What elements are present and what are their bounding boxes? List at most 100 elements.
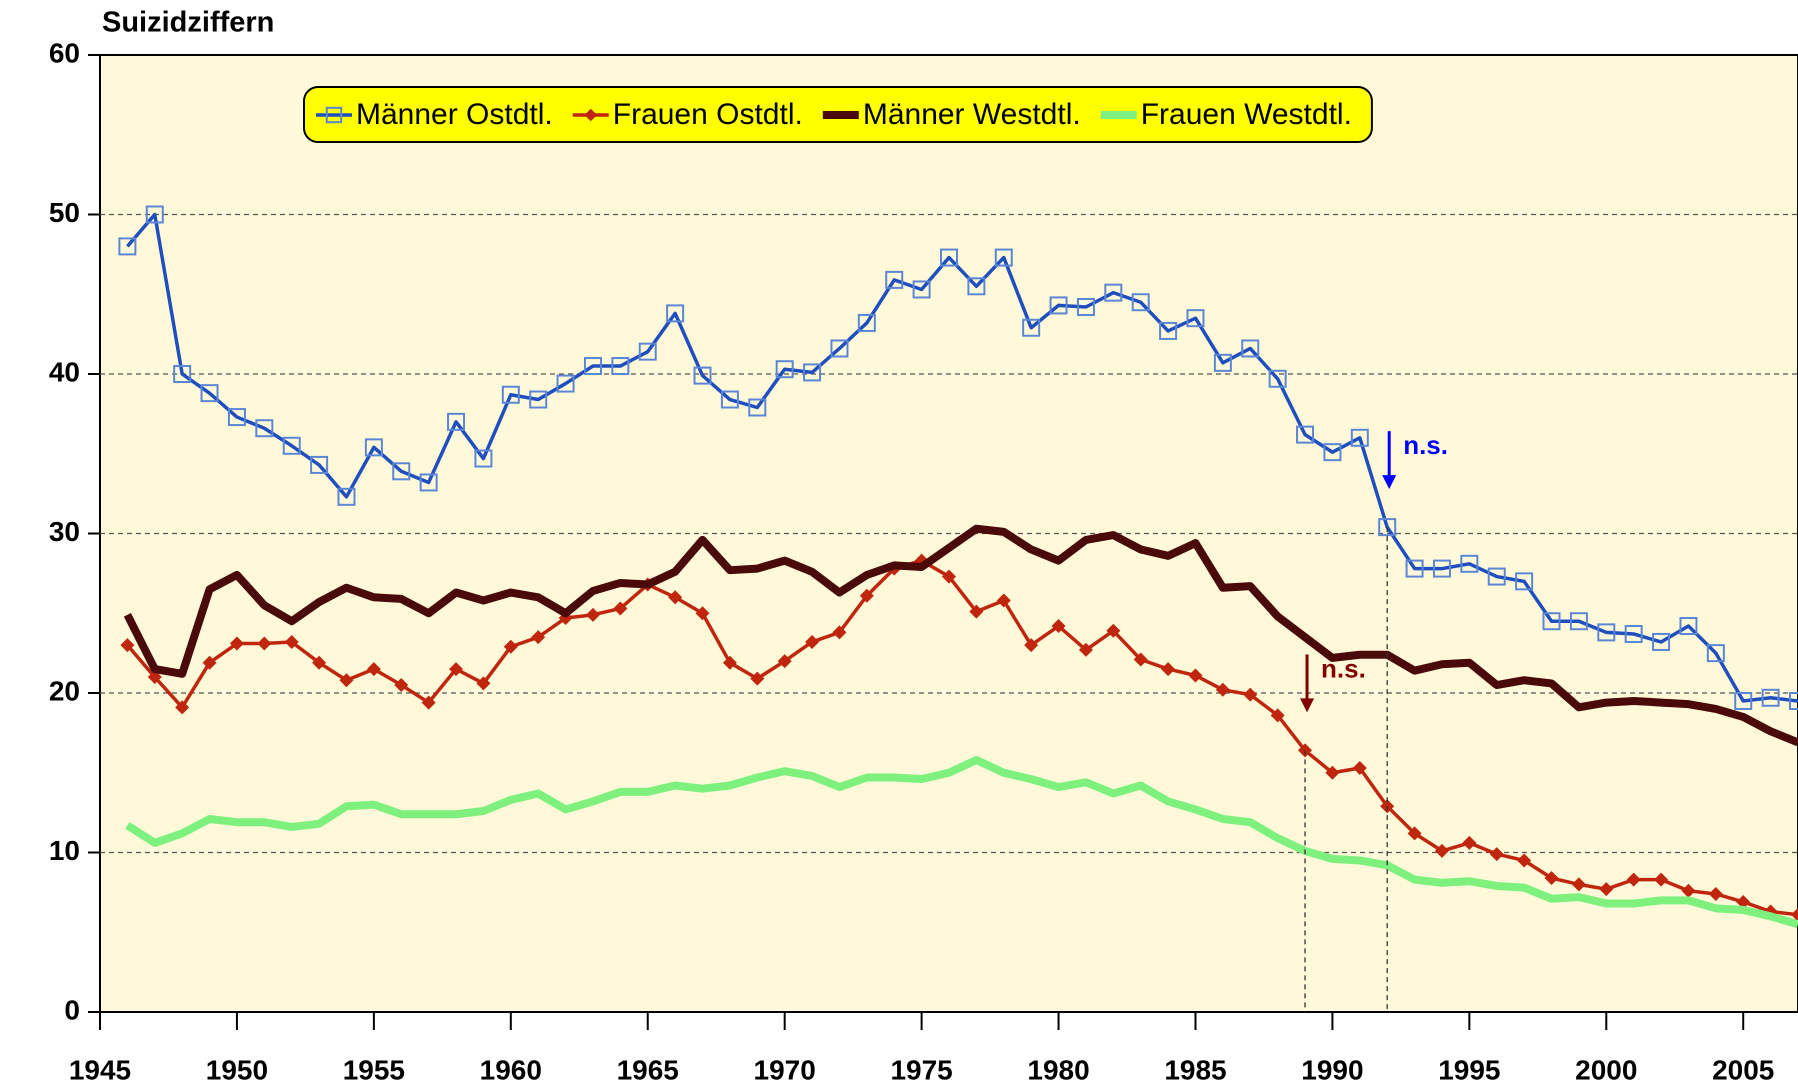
marker xyxy=(1241,339,1260,358)
marker xyxy=(940,248,958,267)
marker xyxy=(1215,682,1230,697)
annotation-label: n.s. xyxy=(1403,430,1448,460)
marker xyxy=(1243,687,1258,702)
legend-label: Frauen Westdtl. xyxy=(1141,98,1352,131)
marker xyxy=(722,655,737,670)
marker xyxy=(775,360,794,379)
marker xyxy=(1022,318,1041,337)
marker xyxy=(693,366,712,385)
marker xyxy=(1736,894,1751,909)
marker xyxy=(200,384,219,403)
marker xyxy=(394,678,409,693)
marker xyxy=(339,673,354,688)
marker xyxy=(1104,283,1123,302)
marker xyxy=(1462,835,1477,850)
marker xyxy=(830,339,849,358)
marker xyxy=(805,634,820,649)
x-tick-label: 1970 xyxy=(754,1054,816,1085)
marker xyxy=(1761,688,1780,707)
marker xyxy=(1188,668,1203,683)
marker xyxy=(364,438,383,457)
x-tick-label: 1990 xyxy=(1301,1054,1363,1085)
series-line xyxy=(125,755,1798,929)
marker xyxy=(1378,518,1397,537)
marker xyxy=(1405,559,1424,578)
grid xyxy=(100,213,1798,854)
marker xyxy=(229,636,244,651)
marker xyxy=(720,390,739,409)
marker xyxy=(942,569,956,584)
x-tick-label: 1975 xyxy=(890,1054,952,1085)
marker xyxy=(611,357,630,376)
marker xyxy=(257,636,272,651)
marker xyxy=(421,695,436,710)
marker xyxy=(1515,572,1534,591)
annotation-arrowhead xyxy=(1382,475,1397,490)
marker xyxy=(145,205,164,224)
marker xyxy=(857,313,876,332)
marker xyxy=(1599,882,1614,897)
marker xyxy=(392,462,411,481)
marker xyxy=(1432,559,1451,578)
marker xyxy=(255,419,274,438)
marker xyxy=(1323,443,1342,462)
marker xyxy=(1186,309,1205,328)
marker xyxy=(996,593,1011,608)
y-tick-label: 20 xyxy=(49,675,80,706)
marker xyxy=(282,436,301,455)
marker xyxy=(1051,619,1066,634)
marker xyxy=(1133,652,1148,667)
marker xyxy=(1652,632,1671,651)
marker xyxy=(310,455,329,474)
marker xyxy=(175,700,190,715)
marker xyxy=(832,625,847,640)
marker xyxy=(1434,843,1449,858)
legend-label: Frauen Ostdtl. xyxy=(613,98,803,131)
marker xyxy=(366,662,381,677)
annotation-layer: n.s. n.s. xyxy=(1300,430,1448,1012)
marker xyxy=(325,106,343,124)
marker xyxy=(1706,644,1725,663)
x-tick-label: 1985 xyxy=(1164,1054,1226,1085)
marker xyxy=(337,487,356,506)
y-tick-label: 10 xyxy=(49,835,80,866)
marker xyxy=(312,655,327,670)
marker xyxy=(501,385,520,404)
marker xyxy=(227,408,246,427)
marker xyxy=(1460,554,1479,573)
marker xyxy=(1161,662,1176,677)
marker xyxy=(1325,765,1340,780)
marker xyxy=(777,654,792,669)
marker xyxy=(556,374,575,393)
series-line xyxy=(126,212,1798,703)
marker xyxy=(638,342,657,361)
legend-label: Männer Ostdtl. xyxy=(356,98,553,131)
marker xyxy=(1407,826,1422,841)
chart-title: Suizidziffern xyxy=(102,7,274,39)
marker xyxy=(668,590,683,605)
marker xyxy=(118,237,137,256)
marker xyxy=(1734,691,1753,710)
marker xyxy=(284,634,299,649)
marker xyxy=(1681,883,1696,898)
marker xyxy=(1106,623,1121,638)
axes: 0 10 20 30 40 50 60 1945 1950 1955 1960 1965 1970 197… xyxy=(49,37,1775,1085)
marker xyxy=(583,357,602,376)
marker xyxy=(447,412,466,431)
marker xyxy=(1296,425,1315,444)
marker xyxy=(969,604,984,619)
marker xyxy=(1350,428,1369,447)
marker xyxy=(1597,623,1616,642)
marker xyxy=(1626,872,1641,887)
x-tick-label: 1955 xyxy=(343,1054,405,1085)
series-layer xyxy=(118,205,1798,929)
marker xyxy=(1791,907,1798,922)
x-tick-label: 1950 xyxy=(206,1054,268,1085)
marker xyxy=(1624,624,1643,643)
marker xyxy=(1268,369,1287,388)
annotation-label: n.s. xyxy=(1321,653,1366,683)
marker xyxy=(1654,872,1669,887)
y-tick-label: 60 xyxy=(49,37,80,68)
